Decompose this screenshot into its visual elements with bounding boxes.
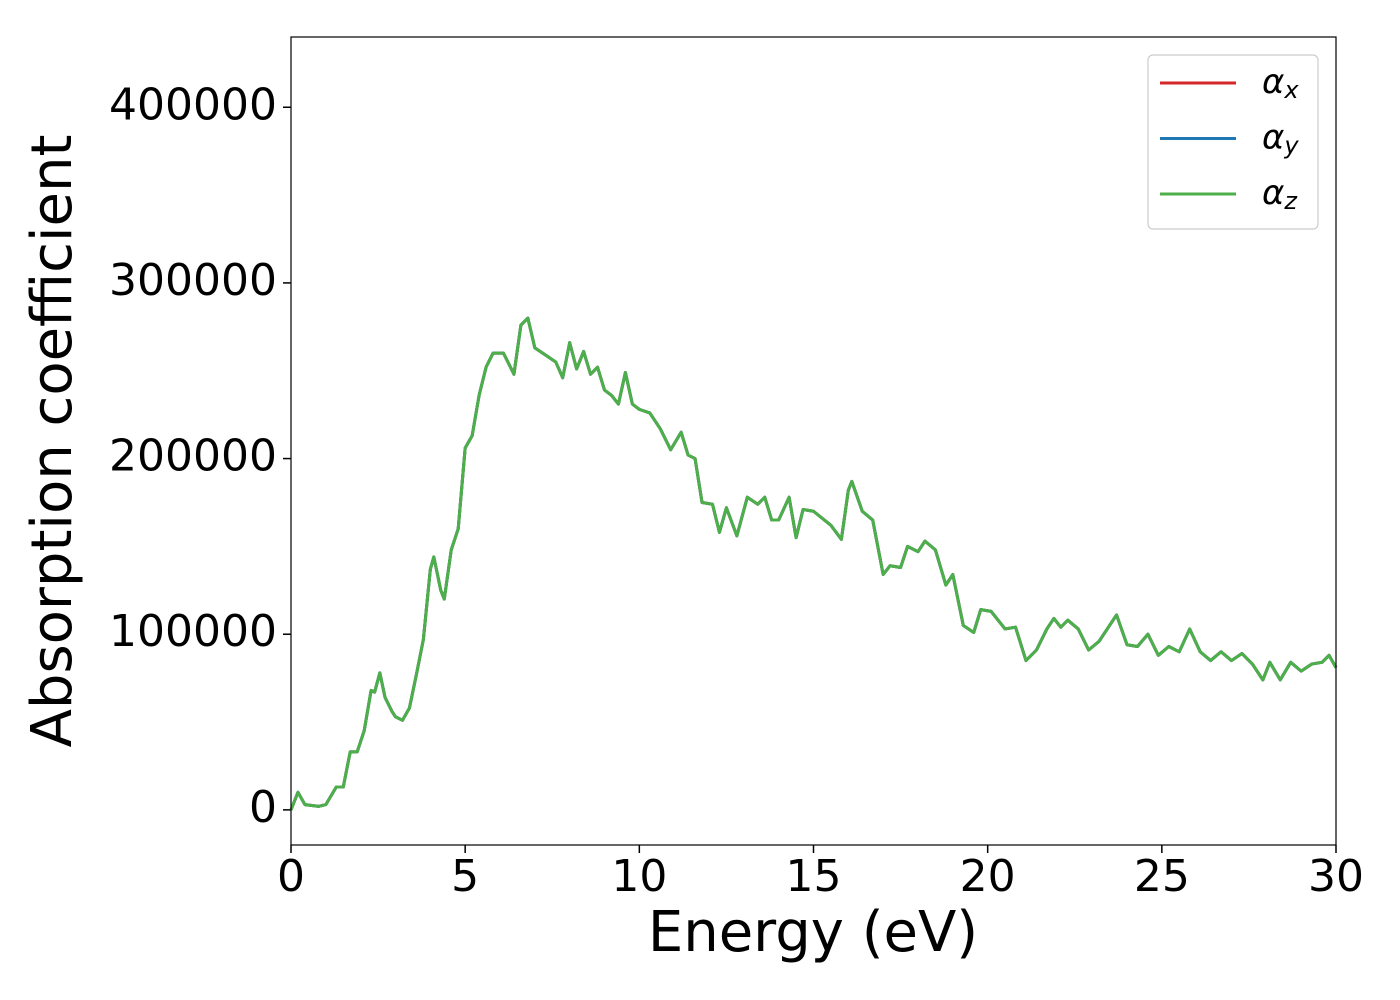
- legend-label: αy: [1262, 117, 1299, 160]
- y-tick-label: 100000: [109, 606, 277, 657]
- y-tick-label: 200000: [109, 431, 277, 482]
- x-axis-label: Energy (eV): [648, 900, 978, 965]
- x-tick-label: 25: [1134, 851, 1190, 902]
- plot-frame: [290, 36, 1337, 846]
- legend-label: αx: [1262, 62, 1299, 105]
- series-line: [289, 316, 1338, 811]
- x-tick-label: 20: [960, 851, 1016, 902]
- x-tick-label: 15: [786, 851, 842, 902]
- y-tick-label: 400000: [109, 79, 277, 130]
- y-axis-label: Absorption coefficient: [20, 135, 85, 748]
- legend-box: [1147, 54, 1319, 230]
- legend-label: αz: [1262, 173, 1298, 216]
- y-tick-label: 0: [249, 782, 277, 833]
- x-tick-label: 5: [451, 851, 479, 902]
- y-tick-label: 300000: [109, 255, 277, 306]
- x-tick-label: 30: [1308, 851, 1364, 902]
- x-tick-label: 10: [611, 851, 667, 902]
- x-tick-label: 0: [277, 851, 305, 902]
